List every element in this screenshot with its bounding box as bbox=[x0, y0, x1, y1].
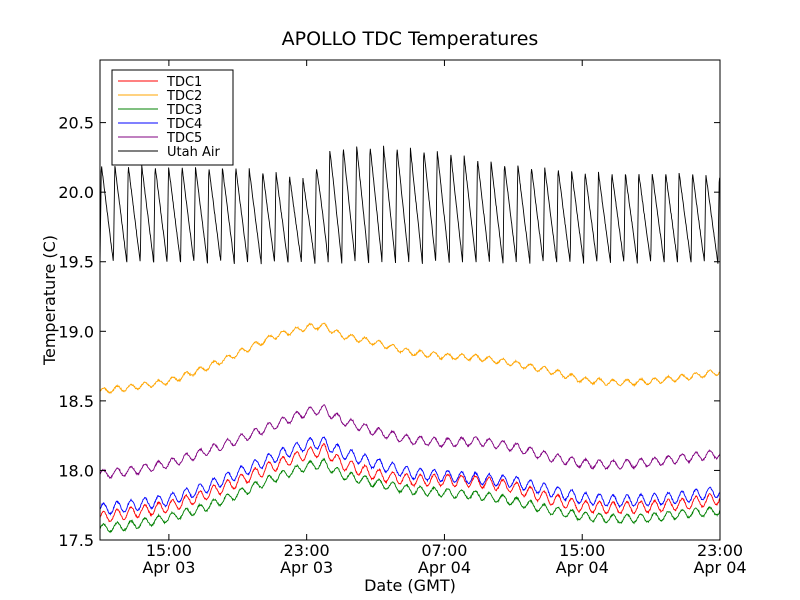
x-tick-date-label: Apr 03 bbox=[142, 558, 195, 577]
x-tick-date-label: Apr 04 bbox=[693, 558, 746, 577]
legend-label-utah-air: Utah Air bbox=[167, 145, 220, 160]
x-axis-label: Date (GMT) bbox=[364, 576, 456, 595]
x-tick-date-label: Apr 03 bbox=[280, 558, 333, 577]
plot-frame bbox=[99, 59, 721, 541]
y-tick-label: 19.5 bbox=[58, 253, 94, 272]
y-tick-label: 20.5 bbox=[58, 114, 94, 133]
y-tick-label: 18.0 bbox=[58, 461, 94, 480]
legend-box bbox=[111, 69, 234, 166]
series-line-tdc3 bbox=[100, 457, 720, 534]
series-line-tdc5 bbox=[100, 404, 720, 479]
legend-label-tdc5: TDC5 bbox=[166, 131, 202, 146]
y-tick-label: 18.5 bbox=[58, 392, 94, 411]
legend-label-tdc3: TDC3 bbox=[166, 103, 202, 118]
chart-title: APOLLO TDC Temperatures bbox=[282, 28, 539, 50]
x-tick-time-label: 23:00 bbox=[284, 541, 330, 560]
x-tick-time-label: 23:00 bbox=[697, 541, 743, 560]
series-line-tdc2 bbox=[100, 322, 720, 395]
y-tick-label: 20.0 bbox=[58, 183, 94, 202]
series-line-tdc4 bbox=[100, 436, 720, 516]
legend-label-tdc4: TDC4 bbox=[166, 117, 202, 132]
y-axis-label: Temperature (C) bbox=[40, 235, 59, 366]
y-tick-label: 19.0 bbox=[58, 322, 94, 341]
x-tick-date-label: Apr 04 bbox=[418, 558, 471, 577]
x-tick-time-label: 15:00 bbox=[146, 541, 192, 560]
series-line-tdc1 bbox=[100, 442, 720, 523]
series-layer bbox=[100, 145, 720, 534]
y-tick-label: 17.5 bbox=[58, 531, 94, 550]
series-line-utah-air bbox=[100, 145, 720, 265]
x-tick-time-label: 15:00 bbox=[559, 541, 605, 560]
legend-label-tdc1: TDC1 bbox=[166, 75, 202, 90]
x-tick-time-label: 07:00 bbox=[421, 541, 467, 560]
legend-label-tdc2: TDC2 bbox=[166, 89, 202, 104]
x-tick-date-label: Apr 04 bbox=[556, 558, 609, 577]
